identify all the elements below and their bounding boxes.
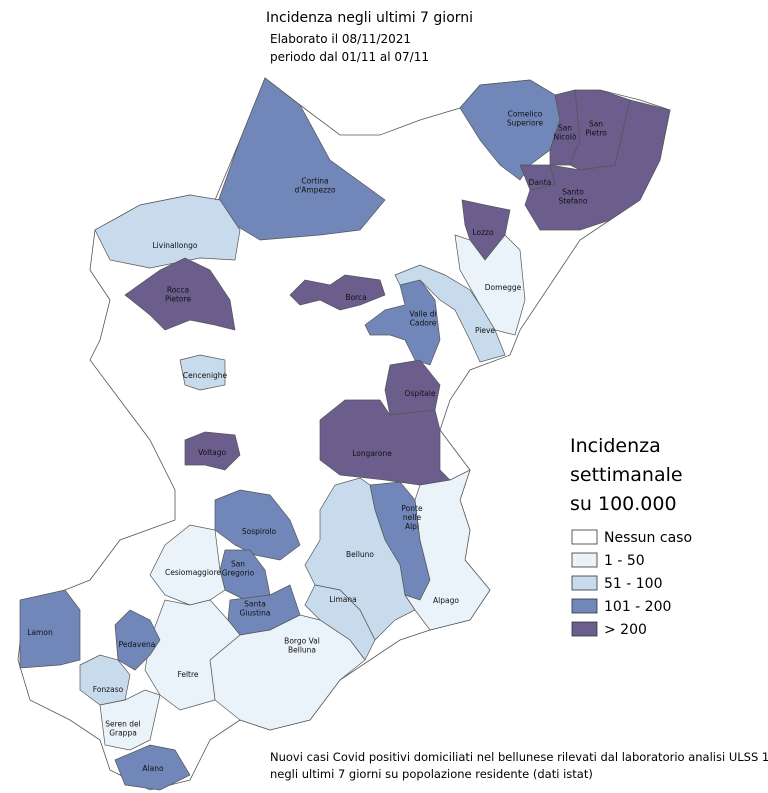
legend-label: 101 - 200 [604, 599, 671, 615]
municipality-label: San [589, 120, 603, 129]
municipality-label: Belluno [346, 550, 374, 559]
legend-swatch [571, 598, 598, 614]
municipality-label: Comelico [508, 110, 543, 119]
municipality [114, 744, 191, 791]
legend-label: Nessun caso [604, 530, 692, 546]
municipality [124, 257, 236, 331]
legend-swatch [571, 529, 598, 545]
municipality-label: Ponte [401, 504, 423, 513]
legend-title: su 100.000 [570, 493, 677, 515]
municipality-label: San [231, 560, 245, 569]
municipality [149, 524, 226, 606]
municipality-label: Longarone [352, 449, 392, 458]
municipality-label: Grappa [109, 729, 137, 738]
municipality [19, 589, 81, 669]
legend-title: settimanale [570, 464, 683, 486]
municipality-label: Danta [529, 178, 552, 187]
municipality [394, 264, 506, 363]
municipality-label: Pieve [475, 326, 495, 335]
municipalities [19, 77, 671, 791]
municipality-label: Pedavena [119, 640, 156, 649]
municipality [114, 609, 161, 671]
municipality-label: Stefano [559, 197, 588, 206]
municipality-label: Cadore [410, 319, 437, 328]
legend-label: > 200 [604, 622, 647, 638]
municipality-label: San [558, 124, 572, 133]
legend-swatch [571, 552, 598, 568]
municipality [94, 194, 241, 269]
municipality-label: Fonzaso [93, 685, 124, 694]
municipality-label: Superiore [507, 119, 544, 128]
legend-title: Incidenza [570, 435, 661, 457]
municipality [79, 654, 131, 706]
municipality [144, 599, 241, 711]
municipality [319, 399, 451, 486]
municipality-label: Ospitale [405, 389, 436, 398]
legend-swatch [571, 621, 598, 637]
municipality [214, 77, 386, 241]
municipality-label: d'Ampezzo [294, 186, 336, 195]
municipality-label: Borgo Val [284, 637, 320, 646]
municipality-label: Domegge [485, 283, 522, 292]
municipality [454, 234, 526, 336]
municipality-label: Alpago [433, 596, 459, 605]
municipality-label: Santo [562, 188, 584, 197]
municipality [524, 99, 671, 231]
labels: ComelicoSuperioreSanNicolòSanPietroDanta… [27, 110, 607, 774]
municipality [214, 489, 301, 561]
municipality-label: Lozzo [472, 228, 494, 237]
municipality [99, 689, 161, 751]
municipality-label: Voltago [198, 448, 227, 457]
municipality-label: Alano [142, 764, 164, 773]
municipality-label: Belluna [288, 646, 316, 655]
legend-label: 51 - 100 [604, 576, 663, 592]
municipality-label: Pietore [165, 295, 192, 304]
municipality-label: Rocca [167, 286, 189, 295]
municipality-label: Valle di [409, 310, 436, 319]
municipality-label: Seren del [105, 720, 141, 729]
footnote: Nuovi casi Covid positivi domiciliati ne… [270, 750, 768, 764]
municipality-label: Gregorio [222, 569, 255, 578]
municipality [364, 279, 441, 366]
municipality-label: Limana [329, 595, 357, 604]
municipality-label: Livinallongo [153, 241, 198, 250]
municipality-label: Santa [244, 600, 266, 609]
subtitle: Elaborato il 08/11/2021 [270, 32, 411, 46]
legend-label: 1 - 50 [604, 553, 645, 569]
municipality [289, 274, 386, 311]
municipality-label: Alpi [405, 522, 419, 531]
municipality [404, 469, 491, 631]
municipality-label: Nicolò [553, 133, 576, 142]
municipality [184, 431, 241, 471]
municipality-label: Feltre [177, 670, 198, 679]
footnote: negli ultimi 7 giorni su popolazione res… [270, 767, 593, 781]
municipality-label: Pietro [585, 129, 607, 138]
legend: Incidenza settimanale su 100.000 Nessun cas… [570, 435, 692, 638]
legend-swatch [571, 575, 598, 591]
municipality-label: Cortina [301, 177, 328, 186]
municipality-label: Sospirolo [242, 527, 277, 536]
subtitle: periodo dal 01/11 al 07/11 [270, 50, 429, 64]
title: Incidenza negli ultimi 7 giorni [266, 10, 473, 26]
municipality-label: nelle [403, 513, 422, 522]
municipality-label: Cesiomaggiore [165, 568, 221, 577]
municipality-label: Lamon [27, 628, 53, 637]
municipality [179, 354, 226, 391]
municipality-label: Giustina [240, 609, 271, 618]
municipality-label: Borca [345, 293, 366, 302]
municipality-label: Cencenighe [183, 371, 228, 380]
